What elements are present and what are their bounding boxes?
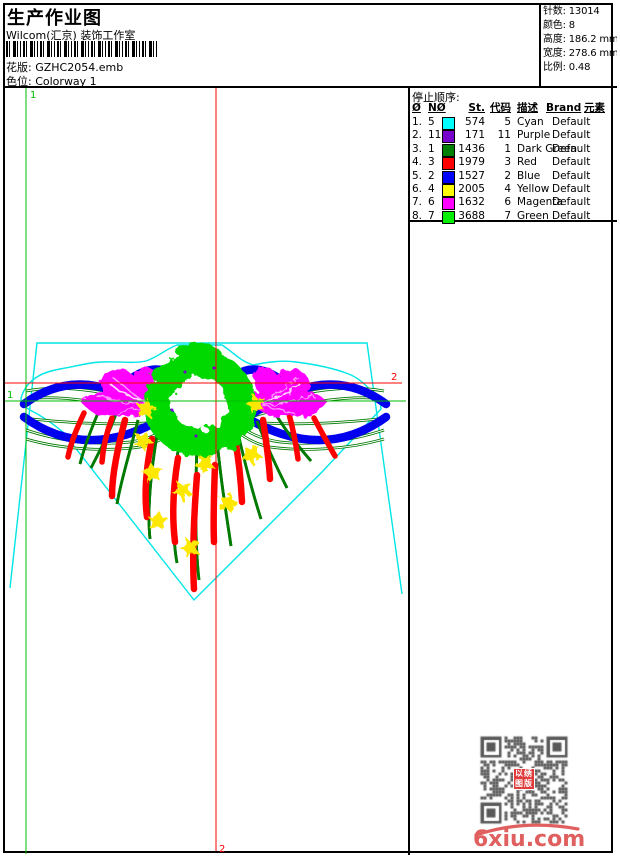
scale-row: 比例: 0.48: [543, 62, 591, 73]
start-marker-top: 1: [30, 90, 36, 101]
green-wreath: [144, 343, 256, 457]
right-column-divider: [408, 86, 410, 855]
logo-swoosh: [474, 823, 580, 837]
embroidery-preview: 1 1 2 2: [5, 88, 406, 854]
purple-accent-stitches: [170, 366, 216, 438]
red-branches: [65, 410, 338, 593]
design-barcode: [6, 41, 158, 57]
table-bottom-rule: [408, 220, 617, 222]
table-row: 6. 4 2005 4 Yellow Default: [412, 183, 591, 197]
width-row: 宽度: 278.6 mm: [543, 48, 617, 59]
color-swatch: [442, 197, 455, 211]
start-marker-left: 1: [7, 390, 13, 401]
color-swatch: [442, 210, 455, 224]
stamp-line-1: 以绣: [515, 769, 533, 778]
color-swatch: [442, 143, 455, 157]
header-divider: [539, 3, 541, 86]
header-bottom-rule: [3, 86, 617, 88]
table-row: 5. 2 1527 2 Blue Default: [412, 169, 591, 184]
stop-sequence-title: 停止顺序:: [412, 91, 460, 104]
table-row: 1. 5 574 5 Cyan Default: [412, 116, 591, 130]
page-border: [3, 3, 613, 853]
color-swatch: [442, 157, 455, 171]
pattern-label: 花版:: [6, 61, 32, 74]
table-row: 2. 11 171 11 Purple Default: [412, 129, 591, 144]
table-row: 3. 1 1436 1 Dark Green Default: [412, 142, 591, 157]
col-num: Ø: [412, 102, 421, 114]
colorway-label: 色位:: [6, 75, 32, 88]
table-row: 8. 7 3688 7 Green Default: [412, 209, 591, 224]
height-row: 高度: 186.2 mm: [543, 34, 617, 45]
col-desc: 描述: [517, 102, 538, 114]
colorway-value: Colorway 1: [35, 75, 97, 88]
page-title: 生产作业图: [7, 8, 102, 29]
pattern-filename: GZHC2054.emb: [35, 61, 124, 74]
colors-row: 颜色: 8: [543, 20, 575, 31]
table-row: 7. 6 1632 6 Magenta Default: [412, 196, 591, 211]
col-st: St.: [468, 102, 485, 114]
end-marker-bottom: 2: [219, 844, 225, 854]
stop-sequence-header: Ø NØ St. 代码 描述 Brand 元素: [411, 102, 617, 115]
col-code: 代码: [490, 102, 511, 114]
stitches-row: 针数: 13014: [543, 6, 600, 17]
color-swatch: [442, 117, 455, 130]
col-element: 元素: [584, 102, 605, 114]
software-subtitle: Wilcom(汇京) 装饰工作室: [6, 29, 136, 42]
color-swatch: [442, 170, 455, 184]
design-info-box: 针数: 13014 颜色: 8 高度: 186.2 mm 宽度: 278.6 m…: [543, 5, 617, 85]
table-row: 4. 3 1979 3 Red Default: [412, 156, 591, 171]
colorway-row: 色位: Colorway 1: [6, 73, 97, 89]
pattern-row: 花版: GZHC2054.emb: [6, 59, 123, 75]
col-brand: Brand: [546, 102, 582, 114]
stamp-line-2: 图版: [515, 779, 533, 788]
guide-lines: 1 1 2 2: [5, 88, 406, 854]
col-needle: NØ: [428, 102, 446, 114]
end-marker-right: 2: [391, 372, 397, 383]
site-logo: 6xiu.com: [473, 823, 584, 852]
color-swatch: [442, 184, 455, 197]
watermark-stamp: 以绣 图版: [513, 768, 535, 790]
color-swatch: [442, 130, 455, 144]
